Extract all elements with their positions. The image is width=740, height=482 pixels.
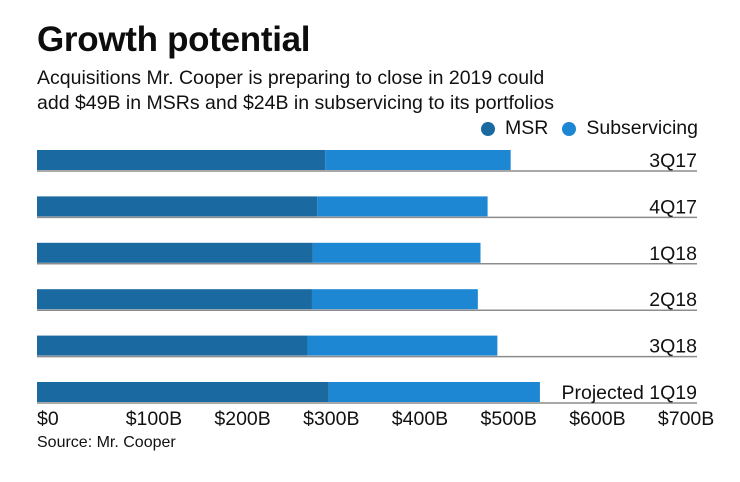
- bar-msr-3q17: [37, 150, 326, 170]
- chart-subtitle: Acquisitions Mr. Cooper is preparing to …: [37, 66, 737, 116]
- bar-subservicing-1q18: [312, 242, 481, 263]
- bar-subservicing-4q17: [317, 196, 488, 217]
- subtitle-line-1: Acquisitions Mr. Cooper is preparing to …: [37, 67, 545, 89]
- bar-msr-1q18: [37, 242, 313, 263]
- source-note: Source: Mr. Cooper: [37, 434, 176, 451]
- category-label: 1Q18: [649, 243, 697, 265]
- category-label: 3Q18: [649, 336, 697, 358]
- bar-msr-4q17: [37, 196, 318, 217]
- x-tick-label: $200B: [214, 408, 270, 430]
- bar-subservicing-projected-1q19: [328, 382, 540, 402]
- legend: MSR Subservicing: [467, 117, 698, 140]
- legend-item-subservicing: Subservicing: [562, 117, 698, 140]
- bar-msr-projected-1q19: [37, 382, 329, 402]
- category-label: 3Q17: [649, 150, 697, 172]
- legend-swatch-msr: [481, 121, 496, 136]
- x-tick-label: $500B: [481, 408, 537, 430]
- bar-subservicing-2q18: [311, 289, 478, 310]
- legend-item-msr: MSR: [481, 117, 548, 140]
- x-tick-label: $300B: [303, 408, 359, 430]
- legend-label-msr: MSR: [505, 117, 549, 139]
- bar-subservicing-3q17: [325, 150, 511, 170]
- legend-swatch-subservicing: [562, 121, 577, 136]
- bar-subservicing-3q18: [307, 335, 498, 356]
- chart-title: Growth potential: [37, 20, 311, 59]
- bar-msr-2q18: [37, 289, 312, 310]
- x-tick-label: $100B: [126, 408, 182, 430]
- category-label: 2Q18: [649, 289, 697, 311]
- x-tick-label: $400B: [392, 408, 448, 430]
- subtitle-line-2: add $49B in MSRs and $24B in subservicin…: [37, 92, 555, 114]
- x-tick-label: $0: [37, 408, 59, 430]
- bar-msr-3q18: [37, 335, 308, 356]
- legend-label-subservicing: Subservicing: [586, 117, 698, 139]
- category-label: Projected 1Q19: [561, 382, 697, 404]
- category-label: 4Q17: [649, 196, 697, 218]
- x-tick-label: $700B: [658, 408, 714, 430]
- x-tick-label: $600B: [569, 408, 625, 430]
